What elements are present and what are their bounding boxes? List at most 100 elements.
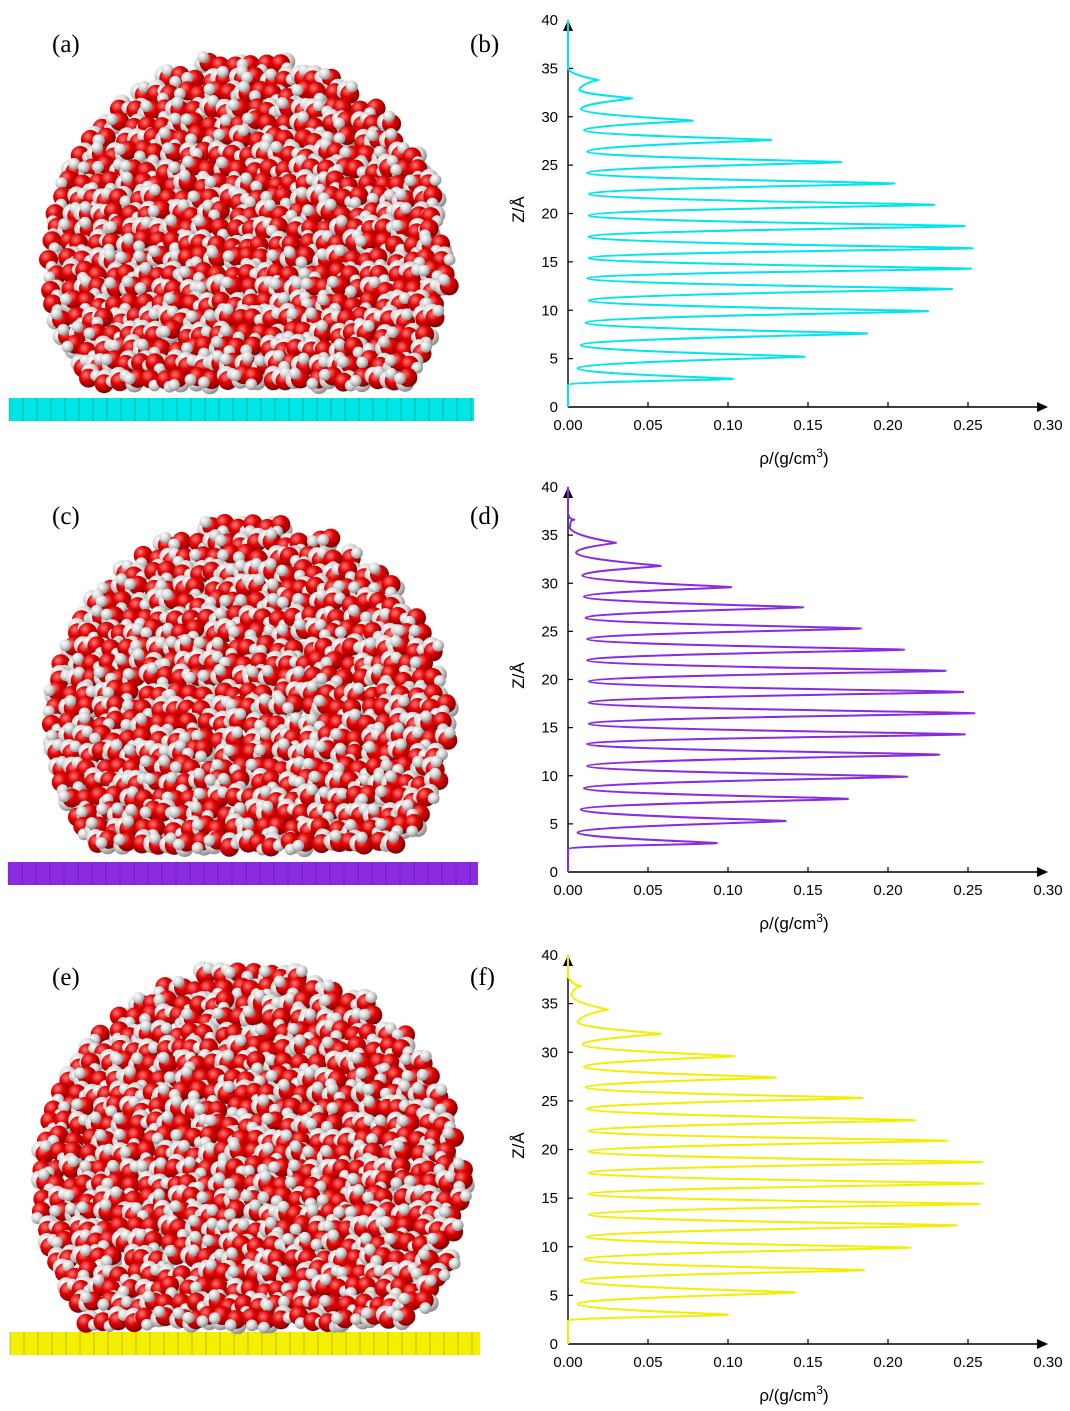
hydrogen-atom: [258, 727, 271, 739]
hydrogen-atom: [269, 277, 281, 290]
hydrogen-atom: [193, 1103, 206, 1116]
hydrogen-atom: [237, 80, 250, 93]
hydrogen-atom: [105, 220, 117, 233]
hydrogen-atom: [170, 1095, 183, 1107]
hydrogen-atom: [61, 340, 74, 353]
hydrogen-atom: [329, 829, 342, 842]
panel-label: (a): [52, 31, 80, 58]
hydrogen-atom: [384, 354, 397, 367]
hydrogen-atom: [241, 351, 254, 364]
hydrogen-atom: [233, 802, 246, 814]
water-molecule: [250, 172, 273, 198]
hydrogen-atom: [400, 308, 413, 321]
hydrogen-atom: [178, 169, 191, 182]
hydrogen-atom: [115, 251, 127, 264]
hydrogen-atom: [242, 817, 254, 830]
hydrogen-atom: [246, 665, 259, 678]
hydrogen-atom: [216, 65, 229, 78]
hydrogen-atom: [384, 770, 397, 783]
hydrogen-atom: [286, 307, 299, 320]
hydrogen-atom: [435, 1083, 448, 1096]
water-molecule: [147, 199, 171, 224]
hydrogen-atom: [344, 819, 357, 831]
hydrogen-atom: [314, 740, 327, 753]
hydrogen-atom: [227, 625, 240, 638]
hydrogen-atom: [211, 636, 224, 649]
hydrogen-atom: [339, 146, 352, 159]
hydrogen-atom: [261, 1112, 274, 1125]
hydrogen-atom: [85, 817, 98, 829]
hydrogen-atom: [59, 639, 72, 652]
hydrogen-atom: [276, 564, 288, 577]
hydrogen-atom: [319, 994, 332, 1007]
hydrogen-atom: [161, 64, 174, 77]
hydrogen-atom: [133, 250, 145, 262]
hydrogen-atom: [265, 1069, 278, 1082]
hydrogen-atom: [334, 742, 347, 755]
hydrogen-atom: [427, 792, 440, 805]
hydrogen-atom: [313, 694, 326, 707]
hydrogen-atom: [89, 1111, 102, 1124]
hydrogen-atom: [277, 738, 290, 750]
hydrogen-atom: [380, 759, 393, 772]
hydrogen-atom: [368, 562, 381, 575]
hydrogen-atom: [140, 100, 153, 112]
hydrogen-atom: [293, 618, 306, 631]
hydrogen-atom: [172, 975, 185, 988]
hydrogen-atom: [168, 806, 181, 819]
hydrogen-atom: [400, 1053, 412, 1065]
hydrogen-atom: [58, 218, 71, 231]
hydrogen-atom: [182, 155, 194, 168]
hydrogen-atom: [312, 99, 325, 112]
hydrogen-atom: [333, 132, 346, 145]
hydrogen-atom: [258, 965, 271, 978]
hydrogen-atom: [223, 744, 236, 757]
hydrogen-atom: [408, 624, 421, 637]
hydrogen-atom: [120, 171, 133, 184]
hydrogen-atom: [337, 355, 350, 368]
panel-label: (c): [52, 503, 80, 530]
hydrogen-atom: [283, 246, 296, 259]
hydrogen-atom: [429, 767, 442, 780]
hydrogen-atom: [349, 374, 362, 387]
hydrogen-atom: [306, 535, 319, 548]
hydrogen-atom: [197, 51, 209, 63]
hydrogen-atom: [204, 1114, 217, 1127]
hydrogen-atom: [354, 235, 367, 247]
hydrogen-atom: [324, 198, 337, 211]
hydrogen-atom: [193, 214, 205, 227]
hydrogen-atom: [157, 1082, 170, 1095]
hydrogen-atom: [181, 72, 193, 84]
hydrogen-atom: [398, 1080, 411, 1092]
hydrogen-atom: [122, 232, 135, 245]
hydrogen-atom: [443, 726, 456, 739]
water-molecule: [376, 110, 402, 134]
hydrogen-atom: [234, 1034, 247, 1047]
water-molecules: [31, 961, 475, 1335]
hydrogen-atom: [189, 801, 202, 813]
hydrogen-atom: [113, 1128, 126, 1141]
hydrogen-atom: [64, 695, 77, 707]
hydrogen-atom: [121, 275, 134, 288]
hydrogen-atom: [79, 216, 91, 229]
hydrogen-atom: [193, 787, 206, 800]
hydrogen-atom: [211, 759, 224, 772]
hydrogen-atom: [411, 1081, 424, 1094]
hydrogen-atom: [397, 694, 410, 707]
hydrogen-atom: [185, 310, 198, 323]
hydrogen-atom: [140, 1020, 152, 1033]
hydrogen-atom: [254, 1023, 267, 1035]
hydrogen-atom: [432, 639, 445, 652]
hydrogen-atom: [77, 161, 90, 174]
hydrogen-atom: [365, 991, 378, 1004]
water-molecule: [303, 98, 325, 122]
hydrogen-atom: [420, 340, 432, 353]
hydrogen-atom: [114, 143, 126, 156]
water-molecule: [349, 186, 371, 211]
hydrogen-atom: [432, 304, 445, 317]
hydrogen-atom: [253, 573, 265, 586]
hydrogen-atom: [443, 253, 456, 266]
substrate-slab: [8, 398, 474, 421]
hydrogen-atom: [210, 335, 223, 348]
